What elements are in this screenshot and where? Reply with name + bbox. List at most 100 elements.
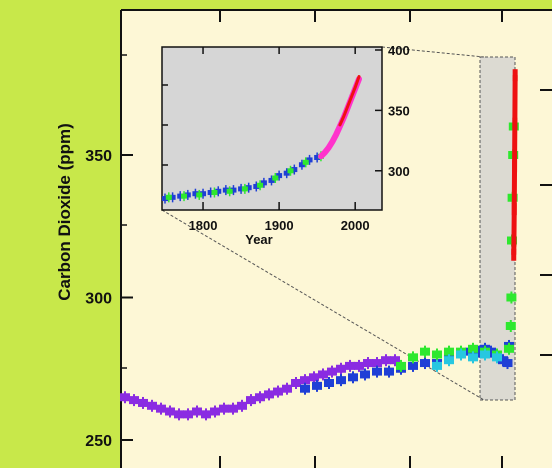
green-data-point xyxy=(505,320,516,332)
inset-blue-data-point xyxy=(291,164,298,175)
zoom-connector-top xyxy=(381,46,485,58)
inset-blue-data-point xyxy=(245,182,252,193)
inset-blue-data-point xyxy=(276,170,283,181)
green-data-point xyxy=(396,359,406,372)
inset-red-line xyxy=(338,75,361,127)
zoom-connector-bottom xyxy=(161,209,485,401)
blue-data-point xyxy=(312,379,322,392)
purple-data-point xyxy=(174,408,184,421)
green-data-point xyxy=(432,348,442,361)
cyan-data-point xyxy=(444,354,454,367)
purple-data-point xyxy=(237,399,247,412)
green-data-point xyxy=(506,291,517,304)
purple-data-point xyxy=(282,382,292,395)
blue-data-point xyxy=(420,357,430,370)
blue-data-point xyxy=(474,345,484,358)
inset-blue-data-point xyxy=(260,177,267,188)
purple-data-point xyxy=(336,362,346,375)
purple-data-point xyxy=(129,394,139,407)
purple-data-point xyxy=(273,385,283,398)
purple-data-point xyxy=(165,405,175,418)
inset-x-axis-label: Year xyxy=(245,232,272,247)
blue-data-point xyxy=(372,365,382,378)
purple-data-point xyxy=(201,408,211,421)
inset-blue-data-point xyxy=(200,188,207,199)
inset-blue-data-point xyxy=(268,175,275,186)
purple-data-point xyxy=(210,405,220,418)
purple-data-point xyxy=(147,399,157,412)
blue-data-point xyxy=(502,357,513,370)
inset-x-tick-label: 2000 xyxy=(341,218,370,233)
inset-blue-data-point xyxy=(238,183,245,194)
y-tick-label: 350 xyxy=(85,148,112,165)
inset-y-tick-label: 300 xyxy=(388,164,410,179)
inset-blue-data-point xyxy=(306,154,313,165)
inset-blue-data-point xyxy=(253,181,260,192)
inset-y-tick-label: 400 xyxy=(388,43,410,58)
inset-blue-data-point xyxy=(207,187,214,198)
main-data-points xyxy=(120,69,519,421)
inset-green-data-point xyxy=(241,183,248,194)
cyan-data-point xyxy=(480,348,490,361)
purple-data-point xyxy=(309,371,319,384)
purple-data-point xyxy=(318,368,328,381)
purple-data-point xyxy=(219,402,229,415)
cyan-data-point xyxy=(492,351,502,364)
inset-axis-ticks: 1800 1900 2000 300 350 400 xyxy=(162,43,410,233)
inset-blue-data-point xyxy=(298,159,305,170)
purple-data-point xyxy=(120,391,130,404)
purple-data-point xyxy=(354,359,364,372)
green-data-point xyxy=(408,351,418,364)
main-axis-ticks: 250 300 350 xyxy=(85,10,552,468)
purple-data-point xyxy=(390,354,400,367)
inset-blue-data-point xyxy=(222,185,229,196)
purple-data-point xyxy=(138,396,148,409)
inset-y-tick-label: 350 xyxy=(388,103,410,118)
inset-x-tick-label: 1800 xyxy=(189,218,218,233)
inset-green-data-point xyxy=(165,192,172,203)
red-modern-line xyxy=(511,75,518,255)
inset-background xyxy=(161,46,383,211)
purple-data-point xyxy=(345,359,355,372)
inset-green-data-point xyxy=(211,187,218,198)
inset-green-data-point xyxy=(302,157,309,168)
purple-data-point xyxy=(228,402,238,415)
green-data-point xyxy=(504,342,514,355)
purple-data-point xyxy=(156,402,166,415)
inset-blue-data-point xyxy=(169,192,176,203)
inset-green-data-point xyxy=(181,191,188,202)
purple-data-point xyxy=(327,365,337,378)
inset-blue-data-point xyxy=(162,193,168,204)
purple-data-point xyxy=(381,354,391,367)
inset-blue-data-point xyxy=(192,188,199,199)
blue-data-point xyxy=(348,371,358,384)
purple-data-point xyxy=(255,391,265,404)
blue-data-point xyxy=(384,365,394,378)
inset-green-data-point xyxy=(287,165,294,176)
cyan-data-point xyxy=(468,351,478,364)
inset-x-tick-label: 1900 xyxy=(265,218,294,233)
inset-blue-data-point xyxy=(230,185,237,196)
green-data-point xyxy=(420,345,430,358)
purple-data-point xyxy=(192,405,202,418)
cyan-data-point xyxy=(432,359,442,372)
inset-green-data-point xyxy=(226,186,233,197)
inset-blue-data-point xyxy=(184,189,191,200)
blue-data-point xyxy=(324,377,334,389)
purple-data-point xyxy=(246,394,256,407)
inset-chart: 1800 1900 2000 300 350 400 Year xyxy=(161,43,410,247)
y-tick-label: 300 xyxy=(85,291,112,308)
y-tick-label: 250 xyxy=(85,433,112,450)
purple-data-point xyxy=(291,377,301,389)
inset-green-data-point xyxy=(272,173,279,184)
inset-blue-data-point xyxy=(177,191,184,202)
blue-data-point xyxy=(360,368,370,381)
inset-blue-data-point xyxy=(283,168,290,179)
purple-data-point xyxy=(363,357,373,370)
cyan-data-point xyxy=(456,348,466,361)
blue-data-point xyxy=(486,345,496,358)
red-data-point xyxy=(511,248,517,261)
inset-green-data-point xyxy=(257,180,264,191)
purple-data-point xyxy=(264,388,274,401)
